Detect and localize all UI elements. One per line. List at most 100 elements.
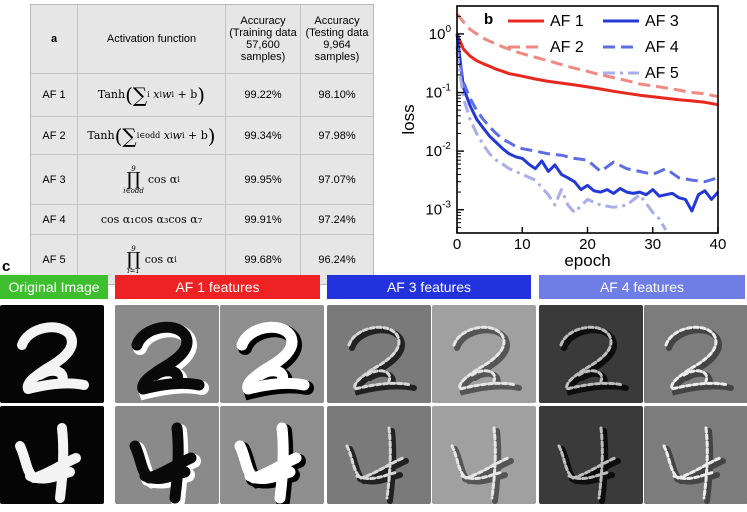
feature-tile-digit-4 xyxy=(432,406,536,504)
digit-glyph xyxy=(664,325,734,396)
digit-glyph xyxy=(347,325,417,396)
banner-label: AF 3 features xyxy=(386,279,472,295)
digit-stroke xyxy=(17,322,89,394)
y-tick-label: 100 xyxy=(429,24,452,43)
series-line-1 xyxy=(455,33,719,107)
legend-label: AF 5 xyxy=(645,65,679,82)
y-axis-label: loss xyxy=(399,104,418,134)
test-accuracy: 97.98% xyxy=(300,117,373,154)
digit-stroke xyxy=(664,325,730,391)
header-activation-function: Activation function xyxy=(77,5,225,73)
digit-glyph xyxy=(131,321,209,401)
train-accuracy: 99.91% xyxy=(225,205,300,234)
digit-stroke xyxy=(234,422,302,504)
digit-edge xyxy=(664,428,726,504)
train-accuracy: 99.68% xyxy=(225,235,300,284)
banner-label: AF 4 features xyxy=(599,279,685,295)
af4-formula: cos α₁cos α₃cos α₇ xyxy=(77,205,225,234)
digit-stroke xyxy=(559,325,625,391)
feature-tile-digit-4 xyxy=(644,406,747,504)
series-line-4 xyxy=(455,46,719,184)
af5-body: cos α xyxy=(144,252,175,266)
digit-edge xyxy=(347,428,409,504)
digit-glyph xyxy=(129,422,201,504)
digit-stroke xyxy=(236,321,310,395)
af-name: AF 2 xyxy=(42,129,66,142)
af3-prod-sub: i∈odd xyxy=(123,186,144,195)
table-row: AF 4 cos α₁cos α₃cos α₇ 99.91% 97.24% xyxy=(31,204,373,234)
digit-stroke xyxy=(15,423,81,503)
panel-c-label: c xyxy=(2,258,11,275)
af1-fn: Tanh xyxy=(97,88,126,101)
train-accuracy: 99.95% xyxy=(225,155,300,204)
legend-label: AF 4 xyxy=(645,39,679,56)
digit-stroke xyxy=(131,321,205,395)
digit-glyph xyxy=(662,426,726,504)
af-name: AF 4 xyxy=(42,213,66,226)
x-tick-label: 40 xyxy=(710,236,727,253)
af2-bias: + b xyxy=(188,128,208,142)
feature-tile-digit-2 xyxy=(644,305,747,403)
af1-sum-sub: i xyxy=(147,90,150,99)
digit-stroke xyxy=(662,426,722,500)
af5-prod-sub: i=1 xyxy=(127,266,140,275)
loss-chart: 0 10 20 30 40 100 10-1 10-2 10-3 epoch loss b AF 1 AF… xyxy=(399,5,727,270)
test-accuracy: 97.07% xyxy=(300,155,373,204)
banner-af1-features: AF 1 features xyxy=(115,275,320,299)
af2-sum-sub: i∈odd xyxy=(136,130,161,140)
legend-label: AF 2 xyxy=(550,39,584,56)
test-accuracy: 97.24% xyxy=(300,205,373,234)
panel-a-label: a xyxy=(50,33,58,45)
feature-tile-digit-2 xyxy=(220,305,324,403)
feature-tile-digit-2 xyxy=(432,305,536,403)
legend-label: AF 1 xyxy=(550,13,584,30)
digit-glyph xyxy=(236,321,314,401)
banner-af4-features: AF 4 features xyxy=(539,275,745,299)
series-line-3 xyxy=(455,33,720,213)
af-name: AF 1 xyxy=(42,89,66,101)
feature-tile-digit-4 xyxy=(539,406,643,504)
panel-b-label: b xyxy=(484,11,493,28)
feature-tile-digit-2 xyxy=(0,305,104,403)
feature-tile-digit-2 xyxy=(115,305,219,403)
table-header-row: a Activation function Accuracy (Training… xyxy=(31,5,373,73)
af1-bias: + b xyxy=(177,88,198,101)
digit-glyph xyxy=(345,426,409,504)
banner-original-image: Original Image xyxy=(0,275,108,299)
series-line-2 xyxy=(455,12,719,99)
feature-tile-digit-4 xyxy=(220,406,324,504)
digit-glyph xyxy=(452,325,522,396)
x-tick-label: 20 xyxy=(579,236,596,253)
train-accuracy: 99.22% xyxy=(225,74,300,116)
digit-glyph xyxy=(234,422,306,504)
af3-body: cos α xyxy=(147,172,178,186)
af-name: AF 3 xyxy=(42,173,66,186)
feature-tile-digit-4 xyxy=(0,406,104,504)
header-training-accuracy: Accuracy (Training data 57,600 samples) xyxy=(225,5,300,73)
series-line-5 xyxy=(455,51,668,231)
af2-fn: Tanh xyxy=(87,128,115,142)
header-testing-accuracy: Accuracy (Testing data 9,964 samples) xyxy=(300,5,373,73)
accuracy-table: a Activation function Accuracy (Training… xyxy=(30,4,374,285)
x-tick-label: 30 xyxy=(644,236,661,253)
train-accuracy: 99.34% xyxy=(225,117,300,154)
y-tick-label: 10-3 xyxy=(425,200,451,219)
digit-glyph xyxy=(17,322,89,394)
test-accuracy: 96.24% xyxy=(300,235,373,284)
test-accuracy: 98.10% xyxy=(300,74,373,116)
af5-prod-top: 9 xyxy=(131,244,136,253)
feature-tile-digit-4 xyxy=(115,406,219,504)
digit-glyph xyxy=(557,426,621,504)
banner-af3-features: AF 3 features xyxy=(327,275,531,299)
feature-tile-digit-2 xyxy=(539,305,643,403)
digit-stroke xyxy=(347,325,413,391)
af-name: AF 5 xyxy=(42,253,66,266)
legend-label: AF 3 xyxy=(645,13,679,30)
